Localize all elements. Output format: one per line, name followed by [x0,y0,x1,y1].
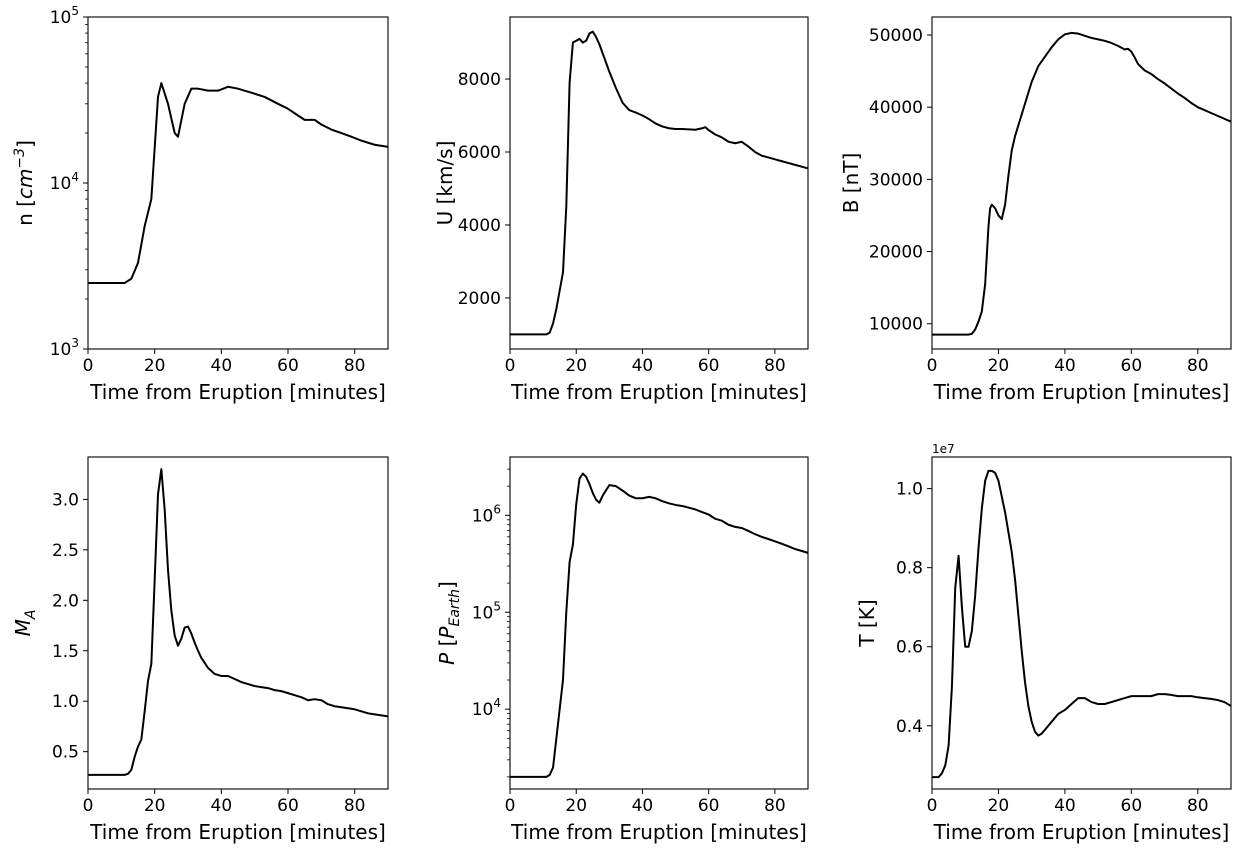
y-tick-label: 105 [472,599,501,623]
y-tick-label: 50000 [869,26,923,46]
x-axis-label: Time from Eruption [minutes] [510,380,807,404]
x-tick-label: 80 [764,356,786,376]
y-tick-label: 30000 [869,170,923,190]
x-tick-label: 40 [211,356,233,376]
x-tick-label: 0 [927,796,938,816]
y-axis-label: MA [11,610,39,637]
y-tick-label: 6000 [458,143,501,163]
x-tick-label: 0 [83,796,94,816]
x-tick-label: 40 [632,796,654,816]
y-tick-label: 40000 [869,98,923,118]
y-tick-label: 10000 [869,315,923,335]
y-tick-label: 106 [472,502,501,526]
x-tick-label: 0 [505,796,516,816]
axes-frame [87,16,389,350]
x-tick-label: 0 [505,356,516,376]
y-tick-label: 0.6 [896,638,923,658]
axes-frame [87,456,389,790]
y-tick-label: 2.5 [52,541,79,561]
x-tick-label: 40 [211,796,233,816]
y-axis-label: P [PEarth] [435,581,463,665]
subplot-4: 0 20 40 60 80 0.5 1.0 1.5 2.0 2.5 3.0 Time from Eru… [11,456,389,844]
y-tick-label: 1.5 [52,642,79,662]
axes-frame [931,16,1232,350]
series-line [88,82,389,284]
y-tick-label: 8000 [458,70,501,90]
axes-frame [931,456,1232,790]
y-tick-label: 20000 [869,243,923,263]
y-tick-label: 1.0 [896,480,923,500]
x-axis-label: Time from Eruption [minutes] [89,820,386,844]
axes-frame [509,16,809,350]
x-tick-label: 80 [344,796,366,816]
y-tick-label: 4000 [458,216,501,236]
x-tick-label: 60 [277,356,299,376]
x-tick-label: 20 [565,356,587,376]
x-tick-label: 20 [144,796,166,816]
series-line [932,31,1232,336]
x-tick-label: 80 [1187,796,1209,816]
subplot-3: 0 20 40 60 80 10000 20000 30000 40000 50000 Time f… [839,16,1232,404]
subplot-6: 0 20 40 60 80 0.4 0.6 0.8 1.0 Time from Eruption … [855,442,1232,844]
series-line [510,30,809,336]
y-tick-label: 104 [472,696,501,720]
x-tick-label: 0 [927,356,938,376]
series-line [932,469,1232,779]
x-tick-label: 60 [698,356,720,376]
y-tick-label: 104 [50,170,79,194]
y-tick-label: 2000 [458,289,501,309]
axes-frame [509,456,809,790]
x-axis-label: Time from Eruption [minutes] [933,820,1230,844]
x-tick-label: 60 [1121,356,1143,376]
y-tick-label: 3.0 [52,490,79,510]
x-tick-label: 60 [277,796,299,816]
x-axis-label: Time from Eruption [minutes] [89,380,386,404]
subplot-5: 0 20 40 60 80 104 105 106 Time from Eruption [mi… [435,456,809,844]
x-tick-label: 20 [144,356,166,376]
x-axis-label: Time from Eruption [minutes] [510,820,807,844]
y-tick-label: 0.5 [52,743,79,763]
y-tick-label: 0.8 [896,559,923,579]
y-offset-label: 1e7 [932,442,955,456]
y-tick-label: 0.4 [896,717,923,737]
x-tick-label: 0 [83,356,94,376]
x-tick-label: 80 [764,796,786,816]
x-tick-label: 60 [698,796,720,816]
x-tick-label: 20 [565,796,587,816]
y-tick-label: 103 [50,336,79,360]
x-tick-label: 80 [1187,356,1209,376]
y-axis-label: U [km/s] [433,141,457,226]
y-tick-label: 2.0 [52,591,79,611]
x-tick-label: 20 [988,356,1010,376]
y-axis-label: B [nT] [839,153,863,214]
x-tick-label: 40 [632,356,654,376]
series-line [510,472,809,778]
x-tick-label: 80 [344,356,366,376]
x-tick-label: 40 [1054,356,1076,376]
y-tick-label: 105 [50,4,79,28]
subplot-1: 0 20 40 60 80 103 104 105 Time from Eruption [mi… [12,4,389,404]
x-tick-label: 40 [1054,796,1076,816]
series-line [88,468,389,776]
x-axis-label: Time from Eruption [minutes] [933,380,1230,404]
subplot-2: 0 20 40 60 80 2000 4000 6000 8000 Time from Erupt… [433,16,809,404]
x-tick-label: 60 [1121,796,1143,816]
y-axis-label: n [cm−3] [12,140,37,226]
y-tick-label: 1.0 [52,692,79,712]
y-axis-label: T [K] [855,599,879,647]
x-tick-label: 20 [988,796,1010,816]
